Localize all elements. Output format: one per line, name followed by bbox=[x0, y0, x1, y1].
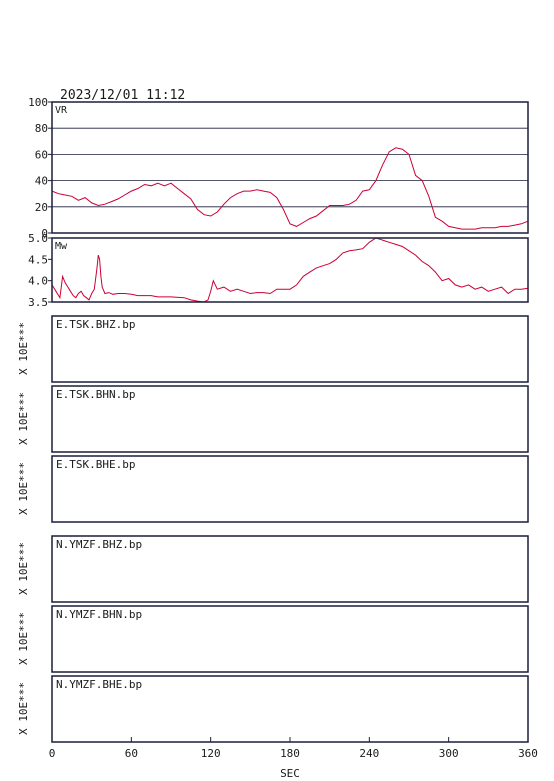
y-tick-label: 80 bbox=[35, 122, 48, 135]
vr-gridlines bbox=[52, 127, 528, 208]
y-tick-label: 40 bbox=[35, 175, 48, 188]
waveform-frame bbox=[51, 605, 529, 673]
y-tick-label: 4.0 bbox=[28, 275, 48, 288]
vr-panel: 0 20 40 60 80 100 VR bbox=[28, 96, 529, 240]
waveform-panel-0: E.TSK.BHZ.bp X 10E*** bbox=[17, 315, 529, 383]
waveform-station-label: N.YMZF.BHN.bp bbox=[56, 608, 142, 621]
y-tick-label: 100 bbox=[28, 96, 48, 109]
y-tick-label: 60 bbox=[35, 148, 48, 161]
waveform-panel-5: N.YMZF.BHE.bp X 10E*** bbox=[17, 675, 529, 743]
y-tick-label: 5.0 bbox=[28, 232, 48, 245]
waveform-frame bbox=[51, 315, 529, 383]
waveform-y-label: X 10E*** bbox=[17, 542, 30, 595]
waveform-y-label: X 10E*** bbox=[17, 462, 30, 515]
waveform-y-label: X 10E*** bbox=[17, 682, 30, 735]
x-tick-label: 360 bbox=[518, 747, 538, 760]
waveform-station-label: N.YMZF.BHE.bp bbox=[56, 678, 142, 691]
waveform-y-label: X 10E*** bbox=[17, 612, 30, 665]
y-tick-label: 20 bbox=[35, 201, 48, 214]
datetime-header: 2023/12/01 11:12 bbox=[60, 88, 185, 103]
mw-frame bbox=[51, 237, 529, 303]
x-tick-label: 0 bbox=[49, 747, 56, 760]
vr-series-line bbox=[51, 147, 529, 230]
mw-panel-label: Mw bbox=[55, 241, 68, 252]
y-tick-label: 3.5 bbox=[28, 296, 48, 309]
vr-panel-label: VR bbox=[55, 105, 68, 116]
x-tick-label: 300 bbox=[439, 747, 459, 760]
waveform-frame bbox=[51, 535, 529, 603]
waveform-station-label: N.YMZF.BHZ.bp bbox=[56, 538, 142, 551]
waveform-panel-3: N.YMZF.BHZ.bp X 10E*** bbox=[17, 535, 529, 603]
mw-panel: 3.5 4.0 4.5 5.0 Mw bbox=[28, 232, 529, 309]
vr-y-tick-labels: 0 20 40 60 80 100 bbox=[28, 96, 52, 240]
x-tick-label: 120 bbox=[201, 747, 221, 760]
y-tick-label: 4.5 bbox=[28, 253, 48, 266]
waveform-station-label: E.TSK.BHZ.bp bbox=[56, 318, 135, 331]
waveform-panel-1: E.TSK.BHN.bp X 10E*** bbox=[17, 385, 529, 453]
waveform-y-label: X 10E*** bbox=[17, 392, 30, 445]
waveform-frame bbox=[51, 385, 529, 453]
vr-frame bbox=[51, 101, 529, 234]
mw-y-tick-labels: 3.5 4.0 4.5 5.0 bbox=[28, 232, 52, 309]
x-tick-label: 180 bbox=[280, 747, 300, 760]
x-axis-label: SEC bbox=[280, 767, 300, 780]
mw-series-line bbox=[51, 237, 529, 303]
waveform-y-label: X 10E*** bbox=[17, 322, 30, 375]
waveform-station-label: E.TSK.BHN.bp bbox=[56, 388, 135, 401]
waveform-panel-2: E.TSK.BHE.bp X 10E*** bbox=[17, 455, 529, 523]
waveform-panel-4: N.YMZF.BHN.bp X 10E*** bbox=[17, 605, 529, 673]
waveform-frame bbox=[51, 455, 529, 523]
waveform-station-label: E.TSK.BHE.bp bbox=[56, 458, 135, 471]
x-tick-label: 240 bbox=[359, 747, 379, 760]
y-tick-label: 0 bbox=[41, 227, 48, 240]
x-tick-label: 60 bbox=[125, 747, 138, 760]
x-axis-ticks: 0 60 120 180 240 300 360 bbox=[49, 737, 538, 760]
